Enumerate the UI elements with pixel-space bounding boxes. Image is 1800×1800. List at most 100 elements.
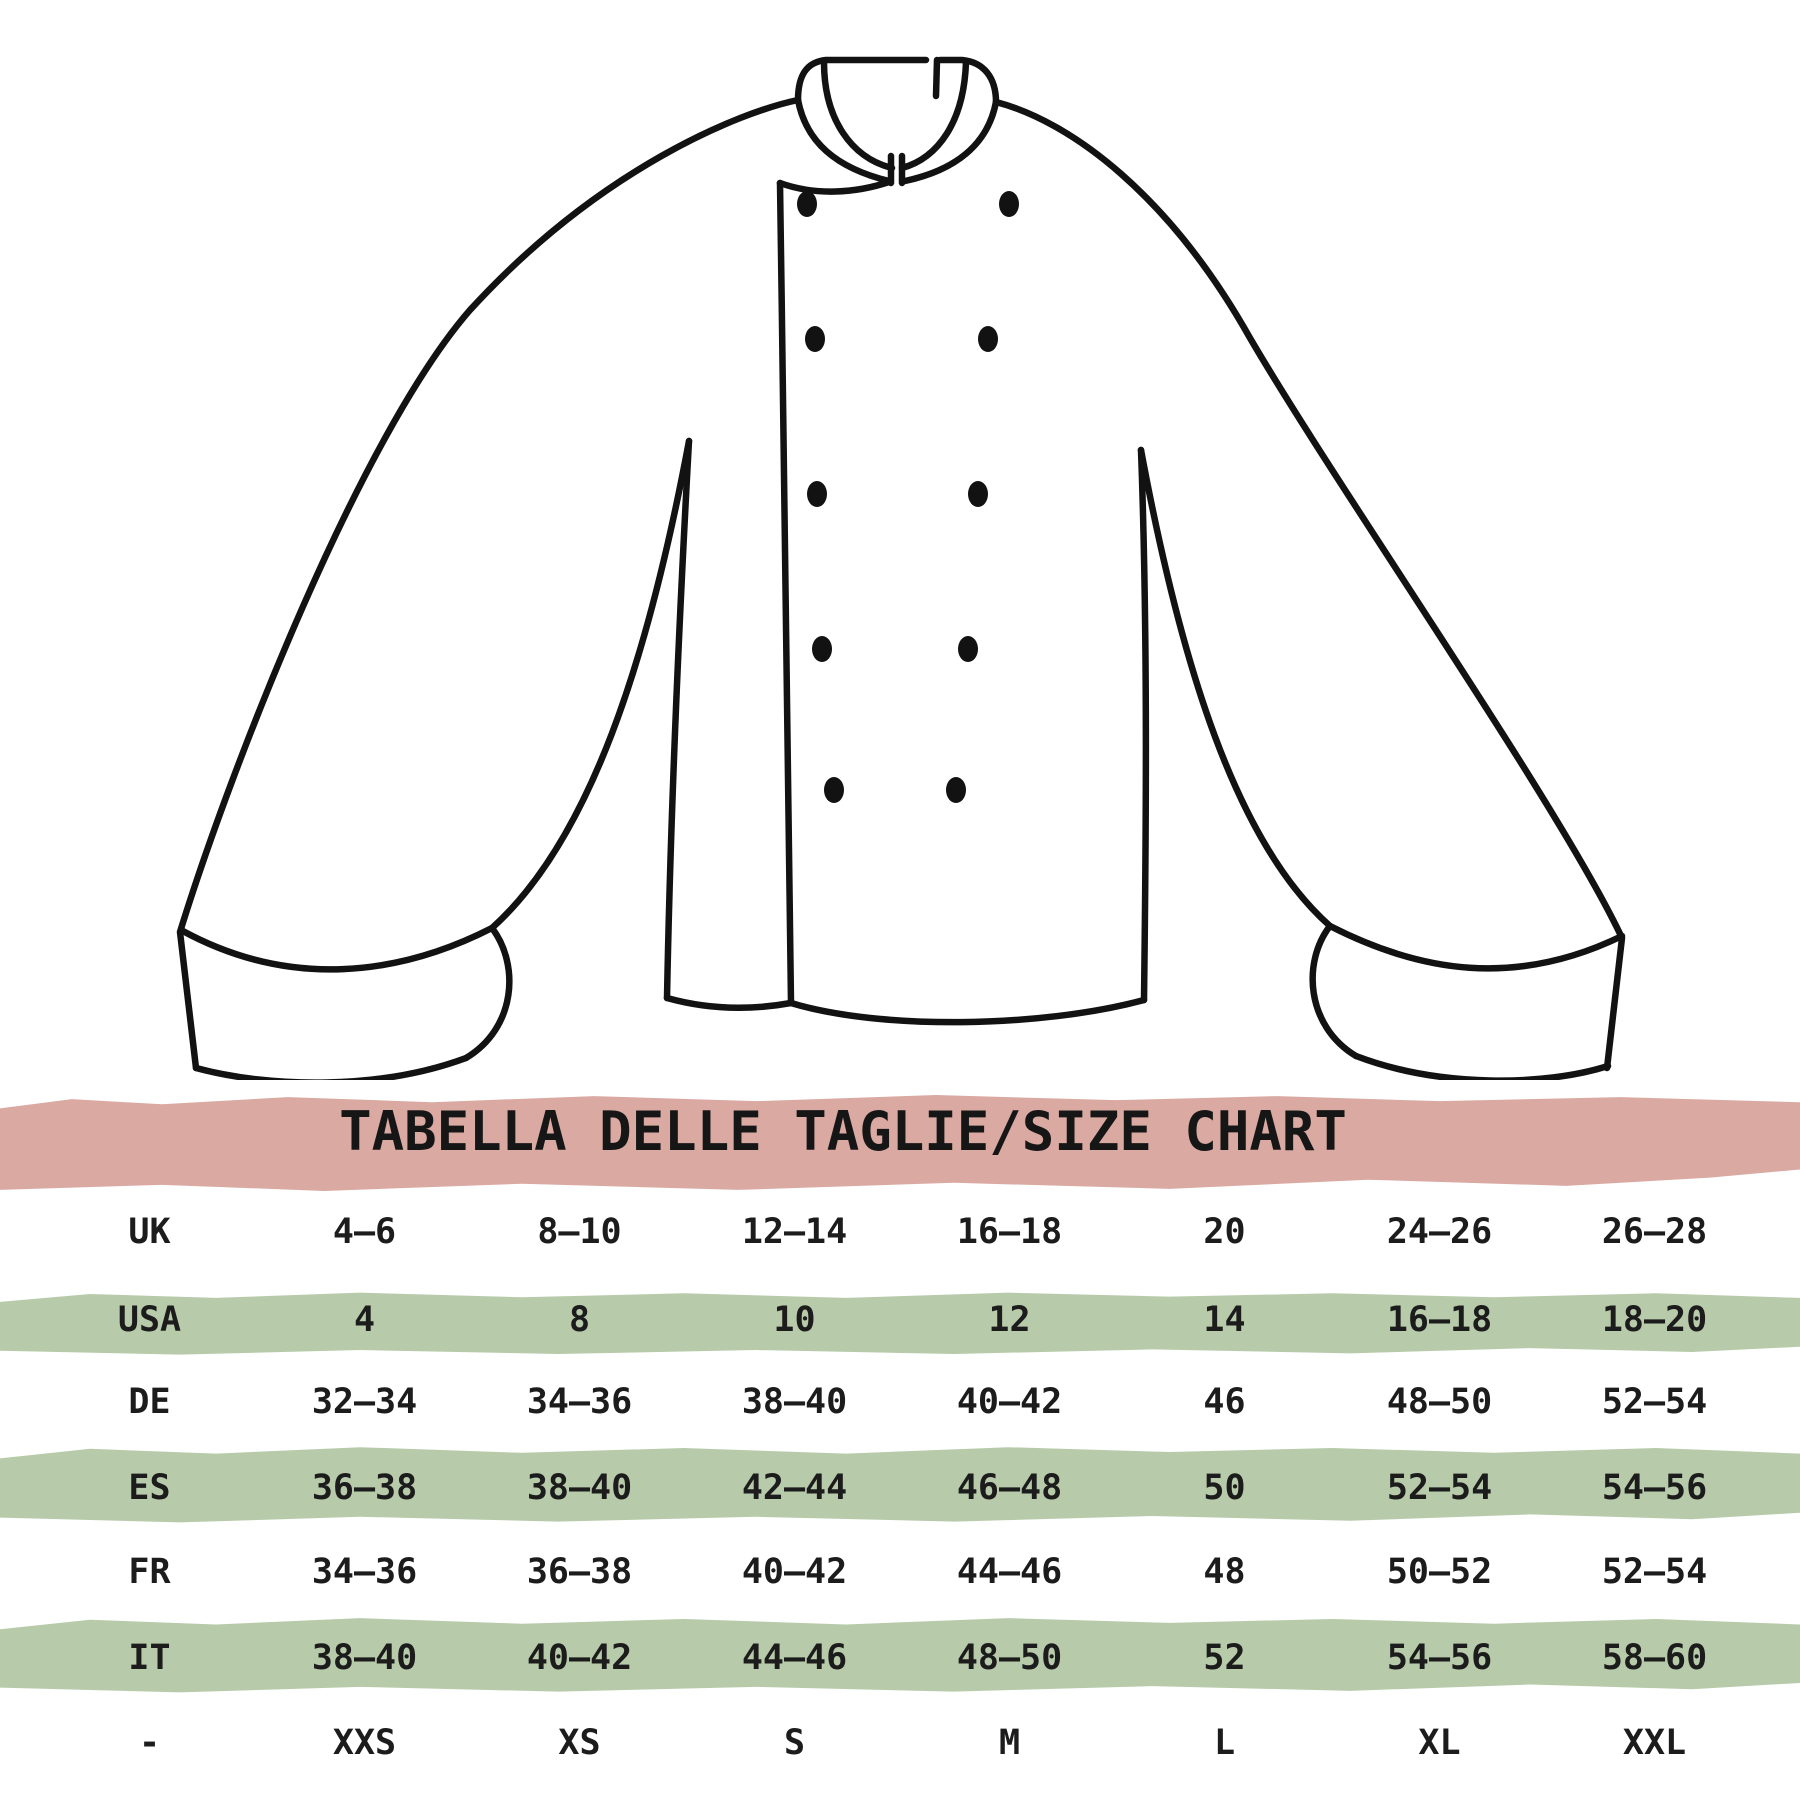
body-hem xyxy=(787,996,1148,1026)
size-cell: 34–36 xyxy=(311,1551,418,1592)
table-row: FR 34–36 36–38 40–42 44–46 48 50–52 52–5… xyxy=(42,1542,1762,1602)
size-cell: 44–46 xyxy=(741,1637,848,1678)
right-body-side xyxy=(1137,446,1150,1004)
size-cell: 26–28 xyxy=(1601,1211,1708,1252)
row-label: ES xyxy=(128,1467,171,1508)
row-label: FR xyxy=(128,1551,171,1592)
size-cell: 32–34 xyxy=(311,1381,418,1422)
collar-top-right xyxy=(936,56,1000,106)
size-cell: 12 xyxy=(988,1299,1031,1340)
size-cell: 36–38 xyxy=(311,1467,418,1508)
left-cuff-edge xyxy=(462,924,513,1062)
button xyxy=(812,636,832,662)
button xyxy=(958,636,978,662)
size-cell: 44–46 xyxy=(956,1551,1063,1592)
table-row: UK 4–6 8–10 12–14 16–18 20 24–26 26–28 xyxy=(42,1202,1762,1262)
left-body-side xyxy=(663,437,693,1002)
left-cuff-fold xyxy=(177,924,496,973)
size-cell: S xyxy=(783,1722,806,1763)
right-cuff-fold xyxy=(1326,922,1626,972)
size-cell: 40–42 xyxy=(526,1637,633,1678)
button xyxy=(797,191,817,217)
size-cell: 48 xyxy=(1203,1551,1246,1592)
collar-right-inner xyxy=(898,58,970,172)
row-label: IT xyxy=(128,1637,171,1678)
size-cell: 46 xyxy=(1203,1381,1246,1422)
size-cell: XS xyxy=(558,1722,601,1763)
size-cell: 18–20 xyxy=(1601,1299,1708,1340)
right-cuff-edge xyxy=(1309,922,1360,1060)
size-cell: 16–18 xyxy=(1386,1299,1493,1340)
size-cell: 14 xyxy=(1203,1299,1246,1340)
size-cell: 52–54 xyxy=(1601,1381,1708,1422)
size-cell: 54–56 xyxy=(1386,1637,1493,1678)
size-cell: 12–14 xyxy=(741,1211,848,1252)
row-label: USA xyxy=(117,1299,182,1340)
size-cell: 46–48 xyxy=(956,1467,1063,1508)
size-cell: XXL xyxy=(1622,1722,1687,1763)
table-row: DE 32–34 34–36 38–40 40–42 46 48–50 52–5… xyxy=(42,1372,1762,1432)
table-row: - XXS XS S M L XL XXL xyxy=(42,1713,1762,1773)
right-inner-sleeve xyxy=(1137,446,1334,930)
collar-left-outer xyxy=(794,96,893,185)
size-cell: 38–40 xyxy=(526,1467,633,1508)
size-cell: 20 xyxy=(1203,1211,1246,1252)
size-cell: 50–52 xyxy=(1386,1551,1493,1592)
chef-jacket-illustration xyxy=(176,56,1626,1080)
button-group xyxy=(797,191,1019,803)
size-cell: XL xyxy=(1418,1722,1461,1763)
size-cell: 58–60 xyxy=(1601,1637,1708,1678)
size-cell: 52–54 xyxy=(1386,1467,1493,1508)
size-cell: 24–26 xyxy=(1386,1211,1493,1252)
size-cell: 40–42 xyxy=(956,1381,1063,1422)
left-panel-hem xyxy=(663,994,795,1011)
collar-right-outer xyxy=(901,98,1000,185)
highlight-band-es xyxy=(0,1447,1800,1523)
size-cell: 38–40 xyxy=(311,1637,418,1678)
size-cell: 52–54 xyxy=(1601,1551,1708,1592)
table-row: IT 38–40 40–42 44–46 48–50 52 54–56 58–6… xyxy=(42,1628,1762,1688)
left-inner-sleeve xyxy=(488,437,693,932)
size-cell: 8 xyxy=(568,1299,591,1340)
button xyxy=(805,326,825,352)
row-label: - xyxy=(138,1722,161,1763)
title-band xyxy=(0,1095,1800,1191)
placket-edge xyxy=(776,179,795,1007)
size-cell: 38–40 xyxy=(741,1381,848,1422)
size-cell: 36–38 xyxy=(526,1551,633,1592)
right-cuff-bottom xyxy=(1352,1052,1612,1080)
size-cell: 34–36 xyxy=(526,1381,633,1422)
button xyxy=(968,481,988,507)
button xyxy=(807,481,827,507)
collar-left-inner xyxy=(820,58,896,172)
size-cell: 8–10 xyxy=(537,1211,622,1252)
table-row: USA 4 8 10 12 14 16–18 18–20 xyxy=(42,1290,1762,1350)
table-row: ES 36–38 38–40 42–44 46–48 50 52–54 54–5… xyxy=(42,1458,1762,1518)
left-shoulder-sleeve xyxy=(176,96,802,1072)
size-cell: 48–50 xyxy=(956,1637,1063,1678)
size-cell: 10 xyxy=(773,1299,816,1340)
right-shoulder-sleeve xyxy=(992,98,1626,1072)
size-cell: 52 xyxy=(1203,1637,1246,1678)
collar-top-left xyxy=(794,56,930,104)
size-cell: XXS xyxy=(332,1722,397,1763)
front-panel-top xyxy=(776,178,893,195)
size-cell: 4 xyxy=(353,1299,376,1340)
left-cuff-bottom xyxy=(192,1054,470,1080)
button xyxy=(946,777,966,803)
highlight-band-it xyxy=(0,1618,1800,1693)
highlight-band-usa xyxy=(0,1292,1800,1355)
size-cell: 50 xyxy=(1203,1467,1246,1508)
row-label: DE xyxy=(128,1381,171,1422)
size-cell: 16–18 xyxy=(956,1211,1063,1252)
collar-center-tick xyxy=(932,56,941,100)
size-cell: 40–42 xyxy=(741,1551,848,1592)
size-cell: 4–6 xyxy=(332,1211,397,1252)
size-cell: M xyxy=(998,1722,1021,1763)
size-cell: 48–50 xyxy=(1386,1381,1493,1422)
page-title: TABELLA DELLE TAGLIE/SIZE CHART xyxy=(339,1100,1347,1163)
button xyxy=(978,326,998,352)
size-cell: 54–56 xyxy=(1601,1467,1708,1508)
button xyxy=(824,777,844,803)
